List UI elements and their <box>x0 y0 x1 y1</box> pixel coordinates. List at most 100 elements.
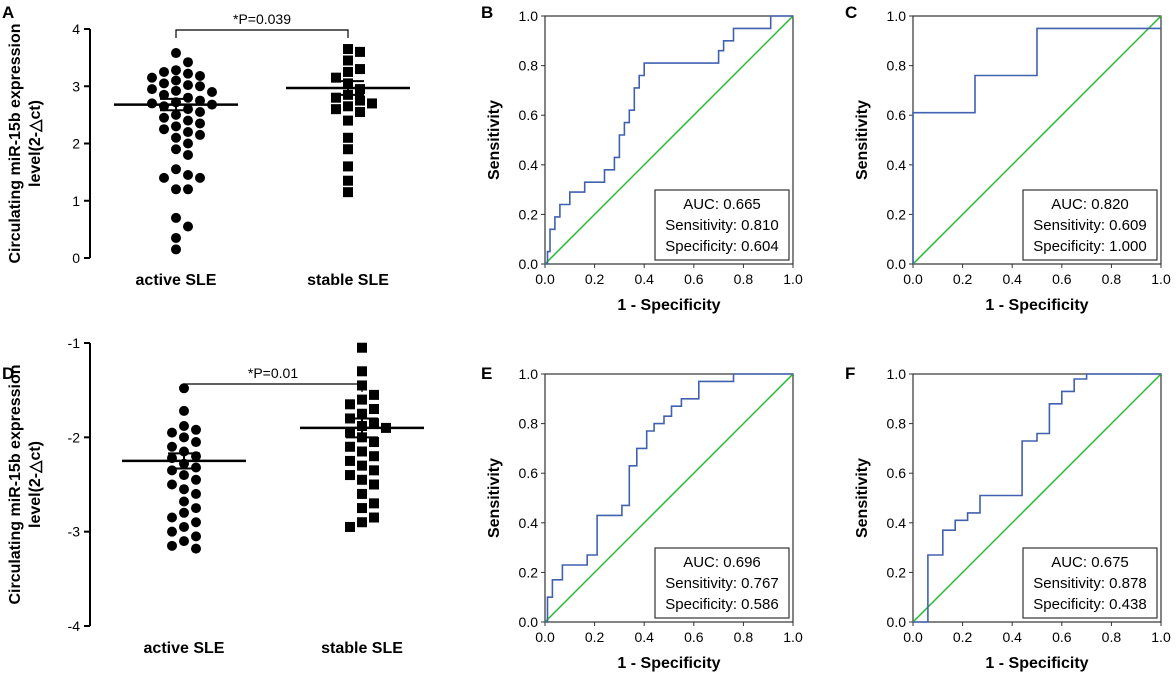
roc-f-reference-line <box>912 373 1162 623</box>
roc-b-x-tick-label: 1.0 <box>783 271 803 287</box>
scatter-d-y-tick-label: -3 <box>68 524 81 540</box>
roc-b-x-tick-label: 0.8 <box>734 271 754 287</box>
roc-f-specificity-label: Specificity: 0.438 <box>1033 596 1146 613</box>
scatter-d-point-stable <box>369 437 379 448</box>
scatter-d-point-active <box>179 470 189 481</box>
scatter-d-p-value: *P=0.01 <box>248 365 298 381</box>
roc-f-y-tick-label: 0.8 <box>887 416 907 432</box>
scatter-d-point-stable <box>369 451 379 462</box>
roc-c-reference-line <box>912 15 1162 265</box>
roc-b-stats-box <box>654 189 790 261</box>
roc-b-x-tick-label: 0.0 <box>535 271 555 287</box>
scatter-a-point-stable <box>331 72 341 83</box>
scatter-a-point-active <box>171 244 181 255</box>
scatter-a-point-stable <box>343 144 353 155</box>
roc-b-y-tick-label: 1.0 <box>519 8 539 24</box>
roc-b-auc-label: AUC: 0.665 <box>683 196 761 213</box>
scatter-d-point-active <box>167 512 177 523</box>
scatter-a-category-label: active SLE <box>136 272 217 289</box>
scatter-chart-a: 0 1 2 3 4 Circulating miR-15b expression level… <box>7 11 410 289</box>
roc-e-x-tick-label: 0.2 <box>585 629 605 645</box>
scatter-d-point-stable <box>357 380 367 391</box>
roc-c-auc-label: AUC: 0.820 <box>1051 196 1129 213</box>
roc-f-y-tick-label: 1.0 <box>887 366 907 382</box>
scatter-d-point-stable <box>357 474 367 485</box>
scatter-a-point-active <box>159 66 169 77</box>
scatter-d-point-stable <box>369 498 379 509</box>
scatter-a-point-active <box>183 68 193 79</box>
scatter-chart-d: -4 -3 -2 -1 Circulating miR-15b expression le… <box>7 335 424 657</box>
scatter-a-point-active <box>171 109 181 120</box>
roc-b-y-tick-label: 0.0 <box>519 256 539 272</box>
roc-e-specificity-label: Specificity: 0.586 <box>665 596 778 613</box>
scatter-d-point-active <box>179 536 189 547</box>
roc-b-roc-curve <box>545 15 793 265</box>
roc-b-specificity-label: Specificity: 0.604 <box>665 238 778 255</box>
scatter-a-point-active <box>183 104 193 115</box>
scatter-d-point-active <box>179 496 189 507</box>
roc-f-x-tick-label: 0.0 <box>903 629 923 645</box>
roc-c-x-tick-label: 1.0 <box>1151 271 1171 287</box>
scatter-a-point-stable <box>355 95 365 106</box>
scatter-a-point-stable <box>343 187 353 198</box>
scatter-a-point-active <box>183 184 193 195</box>
roc-e-reference-line <box>544 373 794 623</box>
roc-b-y-label: Sensitivity <box>486 100 503 180</box>
scatter-d-point-active <box>191 424 201 435</box>
roc-f-y-tick-label: 0.6 <box>887 465 907 481</box>
scatter-a-point-active <box>195 95 205 106</box>
roc-b-y-tick-label: 0.8 <box>519 58 539 74</box>
roc-c-specificity-label: Specificity: 1.000 <box>1033 238 1146 255</box>
scatter-d-point-active <box>179 405 189 416</box>
scatter-d-point-stable <box>345 455 355 466</box>
roc-c-y-label: Sensitivity <box>854 100 871 180</box>
roc-e-y-tick-label: 0.0 <box>519 614 539 630</box>
scatter-d-point-stable <box>345 427 355 438</box>
scatter-d-point-active <box>191 437 201 448</box>
scatter-d-point-active <box>191 531 201 542</box>
scatter-d-point-active <box>167 540 177 551</box>
scatter-d-point-stable <box>369 418 379 429</box>
roc-c-y-tick-label: 0.8 <box>887 58 907 74</box>
scatter-a-point-active <box>159 78 169 89</box>
roc-f-y-label: Sensitivity <box>854 458 871 538</box>
roc-e-x-tick-label: 0.8 <box>734 629 754 645</box>
scatter-a-category-label: stable SLE <box>307 272 389 289</box>
scatter-d-point-stable <box>369 389 379 400</box>
roc-e-y-tick-label: 1.0 <box>519 366 539 382</box>
scatter-d-point-active <box>167 465 177 476</box>
roc-f-x-tick-label: 0.6 <box>1052 629 1072 645</box>
scatter-a-point-stable <box>331 92 341 103</box>
roc-f-x-tick-label: 1.0 <box>1151 629 1171 645</box>
roc-c-x-tick-label: 0.6 <box>1052 271 1072 287</box>
scatter-d-point-active <box>179 484 189 495</box>
panel-label-f: F <box>845 364 855 383</box>
roc-e-y-tick-label: 0.2 <box>519 564 539 580</box>
scatter-d-point-active <box>179 421 189 432</box>
scatter-d-point-stable <box>345 441 355 452</box>
panel-label-b: B <box>481 3 493 22</box>
scatter-d-point-active <box>167 526 177 537</box>
scatter-a-point-stable <box>343 161 353 172</box>
roc-e-plot-frame <box>544 373 794 623</box>
roc-e-y-tick-label: 0.8 <box>519 416 539 432</box>
scatter-a-point-stable <box>343 66 353 77</box>
scatter-d-point-active <box>167 441 177 452</box>
roc-c-x-tick-label: 0.4 <box>1002 271 1022 287</box>
roc-e-sensitivity-label: Sensitivity: 0.767 <box>665 575 778 592</box>
roc-b-y-tick-label: 0.6 <box>519 107 539 123</box>
roc-b-sensitivity-label: Sensitivity: 0.810 <box>665 217 778 234</box>
scatter-a-point-stable <box>343 55 353 66</box>
roc-chart-c: 0.0 0.2 0.4 0.6 0.8 1.0 0.0 0.2 0.4 0.6 0.8 1.0 Sens… <box>854 8 1171 314</box>
roc-f-y-tick-label: 0.2 <box>887 564 907 580</box>
roc-f-auc-label: AUC: 0.675 <box>1051 554 1129 571</box>
scatter-a-point-active <box>195 129 205 140</box>
scatter-a-point-active <box>183 57 193 68</box>
scatter-d-point-stable <box>357 342 367 353</box>
roc-f-stats-box <box>1022 547 1158 619</box>
roc-e-x-tick-label: 0.6 <box>684 629 704 645</box>
roc-b-plot-frame <box>544 15 794 265</box>
roc-b-reference-line <box>544 15 794 265</box>
scatter-a-point-active <box>171 75 181 86</box>
